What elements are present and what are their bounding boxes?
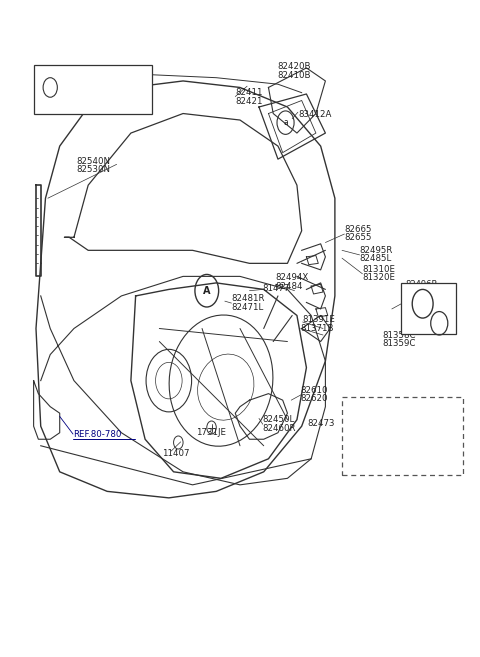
Text: 82450L: 82450L (353, 430, 385, 438)
Text: 11407: 11407 (162, 449, 189, 458)
Text: 82495R: 82495R (360, 246, 393, 255)
Bar (401, 283, 456, 334)
Text: 96111A: 96111A (60, 83, 98, 93)
Text: 81371B: 81371B (301, 324, 334, 333)
Text: 83412A: 83412A (298, 110, 331, 120)
Text: A: A (203, 286, 211, 296)
Text: 82450L: 82450L (263, 415, 295, 424)
Text: 82486L: 82486L (405, 288, 436, 297)
Text: 82411: 82411 (235, 88, 263, 97)
Text: 81381A: 81381A (405, 298, 437, 307)
Text: 81391E: 81391E (302, 315, 336, 324)
Text: 1731JE: 1731JE (196, 428, 227, 437)
Text: 82460R: 82460R (263, 424, 296, 433)
Text: A: A (436, 319, 443, 328)
Text: 82665: 82665 (344, 225, 372, 234)
Text: 81320E: 81320E (362, 273, 396, 283)
Text: 82421: 82421 (235, 97, 263, 106)
Text: 81477: 81477 (263, 284, 290, 292)
Text: a: a (283, 118, 288, 127)
Text: 82481R: 82481R (231, 294, 265, 303)
Text: 82420B: 82420B (277, 62, 311, 71)
Text: 81310E: 81310E (362, 265, 396, 274)
Bar (342, 397, 463, 475)
Text: 82530N: 82530N (76, 165, 110, 174)
Text: a: a (48, 83, 53, 92)
Text: A: A (419, 299, 426, 308)
Text: REF.80-780: REF.80-780 (73, 430, 121, 438)
Text: 82485L: 82485L (360, 254, 392, 263)
Text: 82494X: 82494X (276, 273, 309, 283)
Text: 81359C: 81359C (383, 339, 416, 348)
Text: 82484: 82484 (276, 282, 303, 290)
Text: 82655: 82655 (344, 233, 372, 242)
Text: 81358C: 81358C (383, 330, 416, 340)
Text: 82460R: 82460R (353, 419, 386, 428)
Bar (34, 64, 152, 114)
Text: 82496R: 82496R (405, 280, 437, 288)
Text: HYUNDAI
SECURITY SYSTEM: HYUNDAI SECURITY SYSTEM (77, 101, 113, 109)
Text: 82610: 82610 (301, 386, 328, 395)
Text: (W/SAFETY): (W/SAFETY) (347, 405, 396, 415)
Text: 82471L: 82471L (231, 302, 264, 311)
Text: 82620: 82620 (301, 394, 328, 403)
Text: 82540N: 82540N (76, 156, 110, 166)
Text: 82473: 82473 (307, 419, 335, 428)
Text: 82410B: 82410B (277, 70, 311, 79)
